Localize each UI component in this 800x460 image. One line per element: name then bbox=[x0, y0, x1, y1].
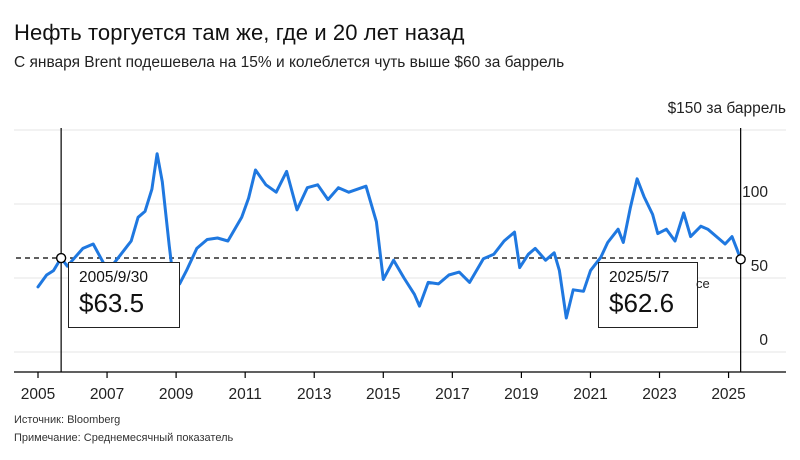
annotation-markers bbox=[55, 252, 746, 265]
chart-subtitle: С января Brent подешевела на 15% и колеб… bbox=[14, 54, 565, 71]
y-tick-labels: 0 50 100 bbox=[742, 184, 768, 349]
x-tick-label: 2017 bbox=[435, 386, 469, 403]
x-tick-label: 2025 bbox=[711, 386, 745, 403]
x-tick-label: 2023 bbox=[642, 386, 676, 403]
callout-end-value: $62.6 bbox=[609, 288, 675, 318]
x-axis: 2005 2007 2009 2011 2013 2015 2017 2019 2021 2023… bbox=[14, 371, 786, 403]
callout-start: 2005/9/30 $63.5 bbox=[68, 262, 180, 328]
callout-start-date: 2005/9/30 bbox=[79, 269, 148, 286]
x-tick-label: 2011 bbox=[228, 386, 261, 403]
y-axis-unit-label: $150 за баррель bbox=[667, 100, 786, 117]
brent-price-line bbox=[36, 152, 743, 320]
footnote: Примечание: Среднемесячный показатель bbox=[14, 432, 234, 444]
x-tick-label: 2013 bbox=[297, 386, 331, 403]
annotation-point-0 bbox=[55, 252, 67, 264]
x-tick-label: 2009 bbox=[159, 386, 193, 403]
callout-end-date: 2025/5/7 bbox=[609, 269, 670, 286]
source-note: Источник: Bloomberg bbox=[14, 414, 121, 426]
callout-start-value: $63.5 bbox=[79, 288, 145, 318]
callout-end: 2025/5/7 $62.6 bbox=[598, 262, 698, 328]
y-tick-label: 50 bbox=[751, 258, 769, 275]
chart-title: Нефть торгуется там же, где и 20 лет наз… bbox=[14, 20, 465, 45]
annotation-point-1 bbox=[735, 254, 746, 265]
x-tick-label: 2007 bbox=[90, 386, 124, 403]
marker-lines bbox=[60, 128, 742, 372]
x-tick-label: 2021 bbox=[573, 386, 607, 403]
x-tick-label: 2019 bbox=[504, 386, 538, 403]
x-tick-label: 2015 bbox=[366, 386, 400, 403]
clipped-label: се bbox=[696, 276, 710, 291]
grid-lines bbox=[14, 129, 786, 353]
y-tick-label: 0 bbox=[759, 332, 768, 349]
y-tick-label: 100 bbox=[742, 184, 768, 201]
x-tick-label: 2005 bbox=[21, 386, 55, 403]
